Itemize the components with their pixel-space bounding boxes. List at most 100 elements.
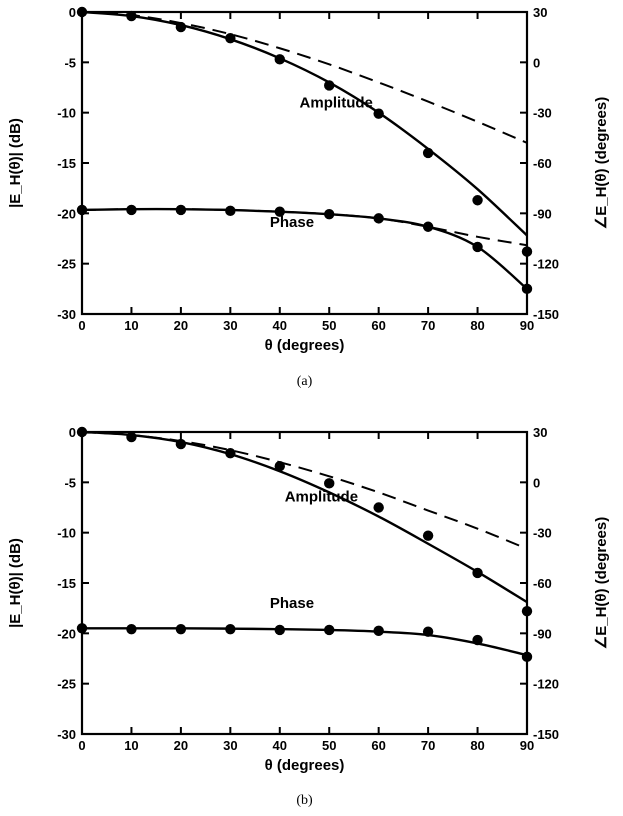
series-label: Amplitude xyxy=(300,95,373,112)
y-right-tick-label: -60 xyxy=(533,576,552,591)
measured-point xyxy=(373,213,384,224)
y-left-tick-label: -15 xyxy=(57,576,76,591)
measured-point xyxy=(126,10,137,22)
measured-point xyxy=(225,32,236,44)
measured-point xyxy=(521,283,533,295)
y-right-tick-label: -60 xyxy=(533,156,552,171)
measured-point xyxy=(76,623,88,634)
y-right-tick-label: 30 xyxy=(533,425,547,440)
y-right-tick-label: 30 xyxy=(533,5,547,20)
measured-point xyxy=(175,204,187,216)
measured-point xyxy=(274,54,285,65)
x-tick-label: 60 xyxy=(371,318,385,333)
panel-caption: (b) xyxy=(296,793,313,808)
y-right-tick-label: -150 xyxy=(533,307,559,322)
measured-point xyxy=(521,246,533,257)
plot-frame xyxy=(80,10,529,316)
measured-point xyxy=(76,426,88,438)
measured-point xyxy=(422,221,434,232)
series-label: Phase xyxy=(270,214,314,231)
x-tick-label: 70 xyxy=(421,318,435,333)
measured-point xyxy=(274,461,285,472)
x-tick-label: 90 xyxy=(520,738,534,753)
x-tick-label: 40 xyxy=(273,738,287,753)
x-tick-label: 0 xyxy=(78,318,85,333)
measured-point xyxy=(324,624,335,636)
x-tick-label: 10 xyxy=(124,738,138,753)
measured-point xyxy=(373,625,384,637)
x-tick-label: 20 xyxy=(174,318,188,333)
y-left-tick-label: 0 xyxy=(69,425,76,440)
y-left-tick-label: -30 xyxy=(57,307,76,322)
x-tick-label: 0 xyxy=(78,738,85,753)
measured-point xyxy=(274,624,285,636)
y-right-tick-label: 0 xyxy=(533,55,540,70)
measured-point xyxy=(76,204,88,216)
series-label: Phase xyxy=(270,595,314,612)
y-right-tick-label: -120 xyxy=(533,257,559,272)
plot-frame xyxy=(80,430,529,736)
x-tick-label: 90 xyxy=(520,318,534,333)
panel-caption: (a) xyxy=(297,374,313,389)
measured-point xyxy=(472,241,483,253)
y-left-tick-label: -20 xyxy=(57,206,76,221)
y-left-tick-label: -5 xyxy=(64,475,76,490)
dashed-curve-series-1 xyxy=(81,11,528,144)
y-left-tick-label: -25 xyxy=(57,677,76,692)
y-right-tick-label: -30 xyxy=(533,526,552,541)
measured-point xyxy=(225,623,236,635)
y-left-axis-label: |E_H(θ)| (dB) xyxy=(7,118,24,208)
y-left-tick-label: -30 xyxy=(57,727,76,742)
y-right-tick-label: -90 xyxy=(533,206,552,221)
x-tick-label: 10 xyxy=(124,318,138,333)
measured-point xyxy=(126,204,137,216)
y-left-tick-label: -5 xyxy=(64,55,76,70)
y-right-tick-label: -30 xyxy=(533,106,552,121)
y-left-tick-label: -20 xyxy=(57,626,76,641)
x-tick-label: 80 xyxy=(470,318,484,333)
y-left-tick-label: 0 xyxy=(69,5,76,20)
solid-curve-amplitude xyxy=(81,430,528,604)
x-tick-label: 80 xyxy=(470,738,484,753)
y-right-axis-label: ∠E_H(θ) (degrees) xyxy=(593,97,610,229)
y-right-tick-label: -150 xyxy=(533,727,559,742)
solid-curve-amplitude xyxy=(81,10,528,237)
measured-point xyxy=(76,6,88,18)
x-tick-label: 50 xyxy=(322,318,336,333)
measured-point xyxy=(422,530,434,541)
y-right-tick-label: 0 xyxy=(533,475,540,490)
measured-point xyxy=(225,447,236,459)
measured-point xyxy=(274,206,285,217)
measured-point xyxy=(126,431,137,443)
y-left-tick-label: -10 xyxy=(57,526,76,541)
measured-point xyxy=(324,478,335,489)
x-tick-label: 70 xyxy=(421,738,435,753)
y-left-tick-label: -15 xyxy=(57,156,76,171)
x-tick-label: 60 xyxy=(371,738,385,753)
measured-point xyxy=(472,634,483,646)
chart-panel-a: 0 10 20 30 40 50 60 70 80 90 0 -5 -10 -15 -20 -25 -30 30 0… xyxy=(7,5,610,389)
series-label: Amplitude xyxy=(285,488,358,505)
x-axis-label: θ (degrees) xyxy=(265,337,345,354)
measured-point xyxy=(175,21,187,33)
y-left-tick-label: -10 xyxy=(57,106,76,121)
measured-point xyxy=(324,208,335,220)
measured-point xyxy=(422,626,434,637)
y-left-axis-label: |E_H(θ)| (dB) xyxy=(7,538,24,628)
dashed-curve-series-1 xyxy=(81,431,528,550)
x-tick-label: 40 xyxy=(273,318,287,333)
measured-point xyxy=(422,147,434,159)
measured-point xyxy=(225,205,236,217)
y-right-tick-label: -90 xyxy=(533,626,552,641)
x-tick-label: 30 xyxy=(223,738,237,753)
measured-point xyxy=(472,195,483,206)
measured-point xyxy=(472,567,483,579)
measured-point xyxy=(521,605,533,617)
x-axis-label: θ (degrees) xyxy=(265,757,345,774)
solid-curve-phase xyxy=(81,627,528,657)
measured-point xyxy=(521,651,533,663)
measured-point xyxy=(324,80,335,91)
x-tick-label: 30 xyxy=(223,318,237,333)
measured-point xyxy=(175,623,187,635)
